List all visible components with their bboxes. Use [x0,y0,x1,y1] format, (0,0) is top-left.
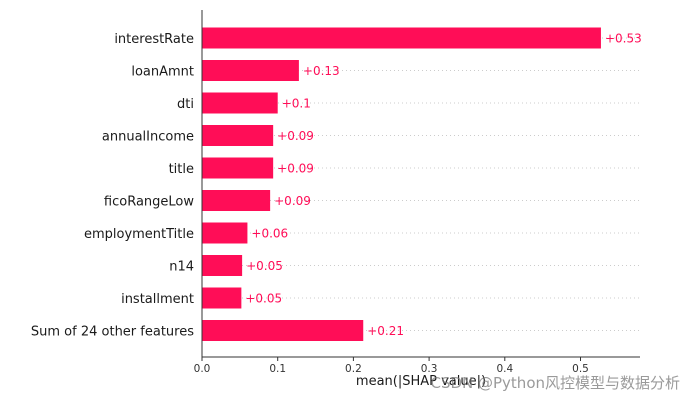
x-tick-label: 0.2 [345,363,362,375]
bar [202,92,278,114]
value-label: +0.09 [277,129,314,143]
value-label: +0.05 [246,259,283,273]
feature-label: ficoRangeLow [104,195,194,210]
x-tick-label: 0.5 [572,363,589,375]
x-ticks: 0.0 0.1 0.2 0.3 0.4 0.5 [194,357,589,375]
feature-label: Sum of 24 other features [31,325,194,340]
bar [202,125,274,146]
value-label: +0.09 [277,162,314,176]
value-label: +0.13 [303,64,340,78]
bar [202,320,364,341]
value-label: +0.05 [245,292,282,306]
x-tick-label: 0.4 [496,363,513,375]
x-tick-label: 0.1 [269,363,286,375]
value-label: +0.09 [274,194,311,208]
value-labels: +0.53 +0.13 +0.1 +0.09 +0.09 +0.09 +0.06 +0.05 +… [245,32,641,339]
x-tick-label: 0.3 [421,363,438,375]
x-axis-label: mean(|SHAP value|) [356,374,486,389]
x-tick-label: 0.0 [194,363,211,375]
bar [202,190,271,211]
value-label: +0.1 [282,97,311,111]
bar [202,27,601,49]
feature-label: employmentTitle [84,227,194,242]
bar [202,60,299,81]
watermark-text: CSDN @Python风控模型与数据分析 [430,374,680,392]
bars [202,27,601,341]
grid-lines [202,37,640,331]
feature-label: dti [177,97,194,112]
feature-label: title [169,162,194,177]
bar [202,222,248,244]
feature-label: annualIncome [102,130,194,145]
feature-label: interestRate [114,32,194,47]
feature-labels: interestRate loanAmnt dti annualIncome title… [31,32,194,340]
bar [202,255,243,276]
value-label: +0.53 [605,32,642,46]
value-label: +0.21 [367,324,404,338]
bar [202,157,274,179]
feature-label: installment [121,292,194,307]
bar [202,287,242,309]
feature-label: loanAmnt [131,65,194,80]
value-label: +0.06 [251,227,288,241]
feature-label: n14 [169,260,194,275]
